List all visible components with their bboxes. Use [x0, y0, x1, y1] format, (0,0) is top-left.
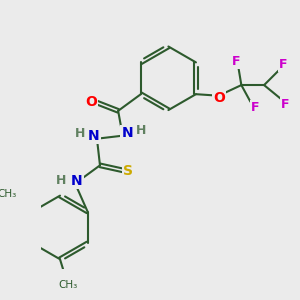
Text: N: N — [71, 174, 82, 188]
Text: F: F — [281, 98, 290, 111]
Text: CH₃: CH₃ — [0, 189, 16, 199]
Text: S: S — [123, 164, 134, 178]
Text: H: H — [56, 174, 66, 187]
Text: F: F — [232, 55, 240, 68]
Text: CH₃: CH₃ — [58, 280, 77, 290]
Text: F: F — [251, 101, 259, 114]
Text: N: N — [122, 126, 133, 140]
Text: O: O — [85, 95, 97, 109]
Text: H: H — [136, 124, 147, 137]
Text: N: N — [88, 129, 100, 143]
Text: H: H — [75, 127, 86, 140]
Text: F: F — [279, 58, 287, 71]
Text: O: O — [213, 91, 225, 105]
